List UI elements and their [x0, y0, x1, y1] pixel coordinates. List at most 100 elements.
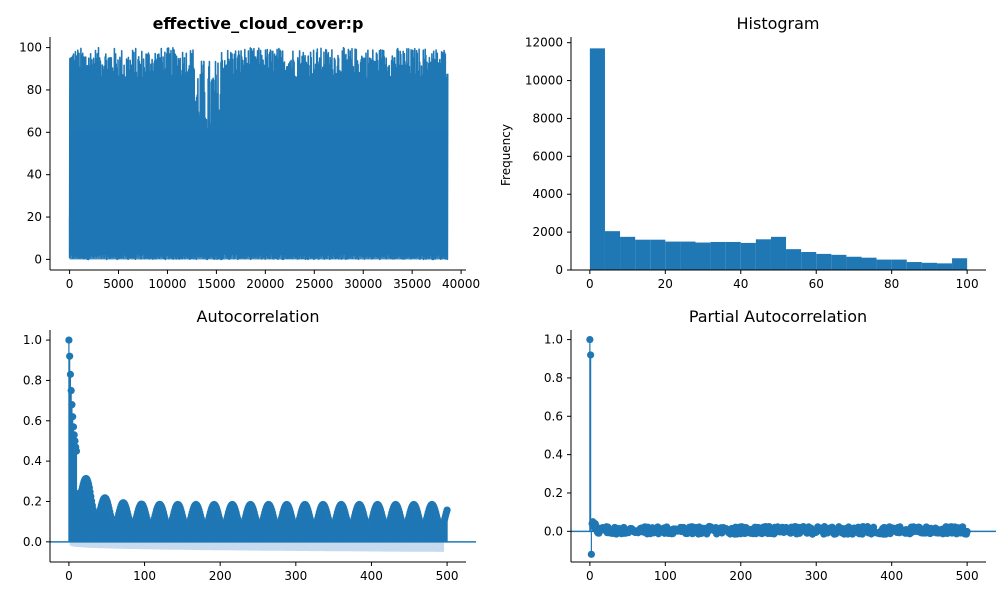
y-tick-label: 40: [27, 168, 42, 182]
histogram-bar: [604, 231, 621, 270]
acf-point: [66, 352, 74, 360]
y-tick-label: 0.4: [23, 454, 42, 468]
chart-title: Histogram: [737, 14, 820, 33]
x-tick-label: 200: [209, 569, 232, 583]
y-tick-label: 80: [27, 83, 42, 97]
y-tick-label: 0.2: [23, 494, 42, 508]
series-marks: [68, 46, 449, 261]
histogram-bar: [665, 241, 681, 270]
pacf-point: [963, 527, 971, 536]
panel-histogram: Histogram Frequency 0 20 40 60 80 100 0 2000 400…: [499, 14, 986, 291]
histogram-bar: [906, 262, 922, 270]
y-axis-label: Frequency: [499, 124, 513, 186]
y-tick-label: 6000: [532, 149, 563, 163]
axes: 0 100 200 300 400 500 0.0 0.2 0.4 0.6 0.8 1.0: [23, 330, 466, 583]
y-tick-label: 0.4: [544, 448, 563, 462]
histogram-bar: [635, 239, 651, 270]
x-tick-label: 40: [733, 277, 748, 291]
panel-pacf: Partial Autocorrelation 0 100 200 300 400 500…: [544, 307, 996, 583]
x-tick-label: 5000: [103, 277, 134, 291]
y-tick-label: 4000: [532, 187, 563, 201]
acf-point: [72, 447, 81, 455]
axes: 0 100 200 300 400 500 0.0 0.2 0.4 0.6 0.8 1.0: [544, 330, 986, 583]
y-tick-label: 8000: [532, 111, 563, 125]
x-tick-label: 30000: [344, 277, 382, 291]
panel-timeseries: effective_cloud_cover:p 0 5000 10000 15000 2…: [19, 14, 480, 291]
x-tick-label: 400: [360, 569, 383, 583]
x-tick-label: 400: [880, 569, 903, 583]
histogram-bar: [620, 236, 636, 270]
y-tick-label: 0.8: [23, 373, 42, 387]
acf-point: [66, 370, 75, 378]
y-tick-label: 0.6: [23, 414, 42, 428]
x-tick-label: 40000: [442, 277, 480, 291]
x-tick-label: 100: [956, 277, 979, 291]
histogram-bar: [921, 262, 937, 270]
histogram-bar: [786, 249, 802, 270]
histogram-bar: [740, 242, 756, 270]
panel-acf: Autocorrelation 0 100 200 300 400 500 0.0 0.2 0.…: [23, 307, 476, 583]
acf-point: [70, 431, 78, 439]
axes: 0 20 40 60 80 100 0 2000 4000 6000 8000 10000 12000: [525, 36, 986, 291]
y-tick-label: 0.8: [544, 371, 563, 385]
acf-point: [68, 401, 76, 409]
x-tick-label: 200: [729, 569, 752, 583]
histogram-bar: [770, 236, 787, 270]
y-tick-label: 0.2: [544, 486, 563, 500]
histogram-bar: [952, 258, 968, 270]
axes: 0 5000 10000 15000 20000 25000 30000 35000 40000…: [19, 37, 480, 291]
y-tick-label: 1.0: [544, 333, 563, 347]
pacf-point: [587, 550, 595, 558]
y-tick-label: 0: [34, 252, 42, 266]
x-tick-label: 100: [654, 569, 677, 583]
y-tick-label: 1.0: [23, 333, 42, 347]
pacf-stems: [571, 335, 996, 558]
y-tick-label: 2000: [532, 225, 563, 239]
histogram-bar: [876, 259, 892, 270]
pacf-point: [586, 335, 594, 344]
histogram-bar: [936, 263, 953, 270]
x-tick-label: 0: [66, 277, 74, 291]
histogram-bar: [650, 239, 666, 270]
x-tick-label: 35000: [393, 277, 431, 291]
y-tick-label: 100: [19, 41, 42, 55]
chart-title: Partial Autocorrelation: [689, 307, 867, 326]
histogram-bar: [710, 241, 726, 270]
x-tick-label: 20000: [246, 277, 284, 291]
histogram-bars: [589, 48, 968, 271]
histogram-bar: [846, 256, 862, 270]
y-tick-label: 0.0: [544, 524, 563, 538]
y-tick-label: 0.0: [23, 535, 42, 549]
y-tick-label: 60: [27, 125, 42, 139]
pacf-point: [587, 351, 595, 359]
acf-point: [65, 336, 73, 344]
acf-point: [443, 506, 451, 514]
histogram-bar: [816, 253, 832, 270]
x-tick-label: 80: [884, 277, 899, 291]
histogram-bar: [861, 257, 877, 270]
y-tick-label: 12000: [525, 36, 563, 50]
y-tick-label: 0: [555, 263, 563, 277]
y-tick-label: 10000: [525, 74, 563, 88]
x-tick-label: 500: [956, 569, 979, 583]
acf-point: [69, 423, 78, 431]
y-tick-label: 0.6: [544, 409, 563, 423]
x-tick-label: 10000: [148, 277, 186, 291]
chart-title: Autocorrelation: [197, 307, 320, 326]
confidence-band: [69, 541, 445, 552]
confidence-band-area: [69, 541, 445, 552]
x-tick-label: 25000: [295, 277, 333, 291]
histogram-bar: [680, 241, 696, 270]
histogram-bar: [589, 48, 605, 271]
acf-point: [71, 437, 79, 445]
x-tick-label: 300: [805, 569, 828, 583]
chart-title: effective_cloud_cover:p: [153, 14, 364, 33]
histogram-bar: [831, 254, 847, 270]
x-tick-label: 300: [284, 569, 307, 583]
histogram-bar: [725, 241, 741, 270]
y-tick-label: 20: [27, 210, 42, 224]
histogram-bar: [695, 242, 711, 270]
x-tick-label: 0: [586, 569, 594, 583]
x-tick-label: 500: [436, 569, 459, 583]
